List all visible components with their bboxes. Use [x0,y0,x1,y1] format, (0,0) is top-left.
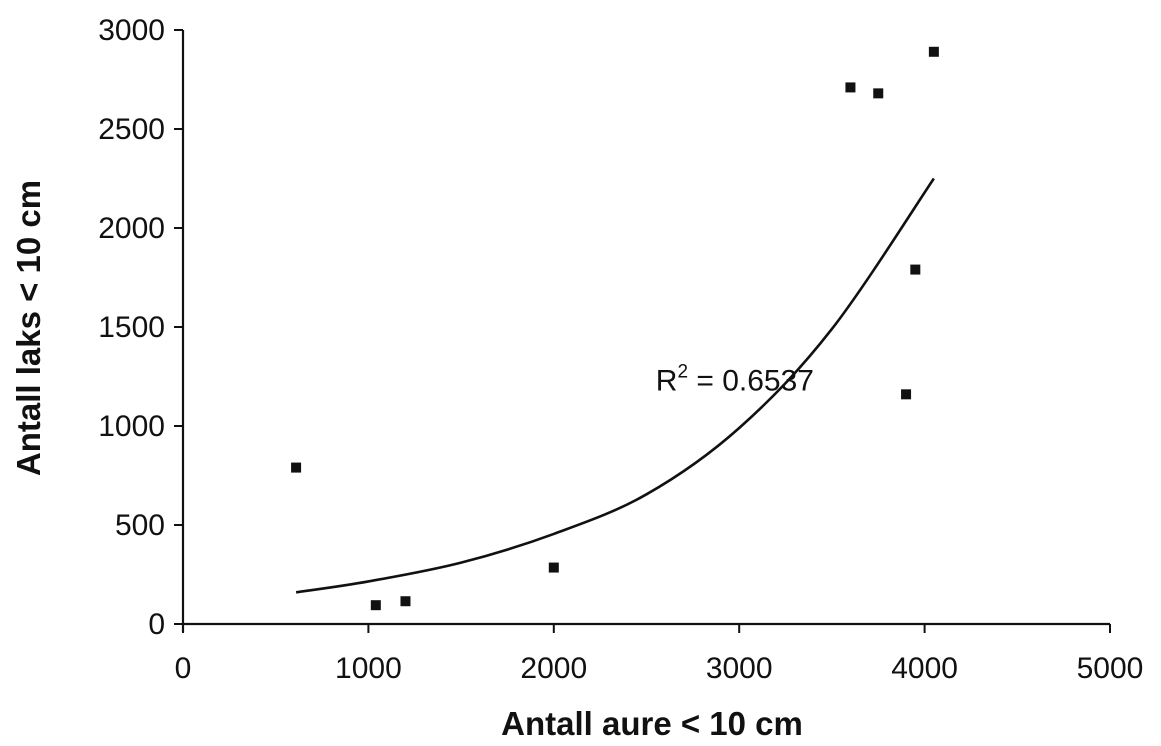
data-point [873,88,884,99]
y-tick-label: 500 [115,509,165,542]
data-point [548,562,559,573]
y-axis-ticks: 0 500 1000 1500 2000 2500 3000 [98,14,183,641]
data-point [845,82,856,93]
exponential-trendline [295,177,935,594]
x-tick-label: 5000 [1077,652,1144,685]
r-squared-base: R [656,364,678,397]
y-tick-label: 1000 [98,410,165,443]
y-tick-label: 2500 [98,113,165,146]
x-tick-label: 3000 [706,652,773,685]
y-axis-title: Antall laks < 10 cm [10,180,47,476]
x-tick-label: 1000 [335,652,402,685]
y-tick-label: 3000 [98,14,165,47]
r-squared-value: = 0.6537 [688,364,814,397]
r-squared-superscript: 2 [677,361,688,382]
x-tick-label: 4000 [891,652,958,685]
data-points [291,46,939,611]
data-point [400,596,411,607]
y-tick-label: 1500 [98,311,165,344]
x-axis-ticks: 0 1000 2000 3000 4000 5000 [175,624,1144,685]
data-point [910,264,921,275]
x-tick-label: 0 [175,652,192,685]
data-point [928,46,939,57]
x-tick-label: 2000 [520,652,587,685]
y-tick-label: 2000 [98,212,165,245]
data-point [901,389,912,400]
r-squared-annotation: R2 = 0.6537 [656,361,814,397]
x-axis-title: Antall aure < 10 cm [501,705,803,742]
data-point [370,600,381,611]
data-point [291,462,302,473]
y-tick-label: 0 [148,608,165,641]
